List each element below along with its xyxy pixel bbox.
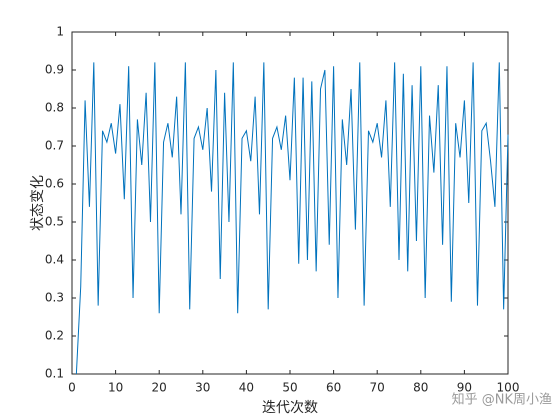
x-tick-label: 10 [108,381,123,395]
y-tick-label: 0.5 [45,215,64,229]
x-tick-label: 30 [195,381,210,395]
watermark: 知乎 @NK周小渔 [452,392,552,408]
plot-frame [71,31,509,375]
x-tick-label: 60 [326,381,341,395]
x-tick-label: 40 [239,381,254,395]
x-axis-label: 迭代次数 [262,400,318,416]
y-tick-label: 0.9 [45,63,64,77]
x-tick-label: 90 [457,381,472,395]
x-tick-label: 70 [370,381,385,395]
y-tick-label: 0.7 [45,139,64,153]
y-axis-label: 状态变化 [30,175,46,231]
x-tick-label: 100 [497,381,520,395]
x-tick-label: 80 [413,381,428,395]
y-tick-label: 0.4 [45,253,64,267]
x-tick-label: 20 [152,381,167,395]
y-tick-label: 0.1 [45,367,64,381]
y-tick-label: 1 [56,25,64,39]
x-tick-label: 50 [282,381,297,395]
data-line [75,62,509,375]
x-tick-label: 0 [68,381,76,395]
y-tick-label: 0.2 [45,329,64,343]
y-tick-label: 0.8 [45,101,64,115]
y-tick-label: 0.3 [45,291,64,305]
y-tick-label: 0.6 [45,177,64,191]
